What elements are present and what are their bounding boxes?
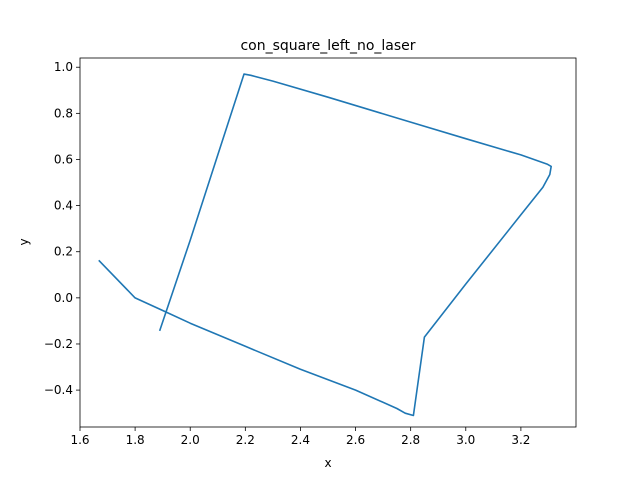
y-axis-label: y bbox=[17, 238, 31, 245]
x-tick-label: 2.8 bbox=[401, 433, 420, 447]
x-tick-label: 3.2 bbox=[511, 433, 530, 447]
x-tick-label: 2.6 bbox=[346, 433, 365, 447]
x-tick-label: 2.2 bbox=[236, 433, 255, 447]
series-line-0 bbox=[98, 73, 553, 417]
y-tick-label: −0.4 bbox=[44, 383, 73, 397]
chart-title: con_square_left_no_laser bbox=[240, 38, 415, 54]
y-tick-label: 0.6 bbox=[54, 152, 73, 166]
x-tick-label: 2.0 bbox=[181, 433, 200, 447]
x-tick-label: 3.0 bbox=[456, 433, 475, 447]
plot-area bbox=[98, 73, 553, 417]
y-tick-label: 0.4 bbox=[54, 199, 73, 213]
y-tick-label: −0.2 bbox=[44, 337, 73, 351]
axes-frame bbox=[79, 57, 577, 428]
x-axis-label: x bbox=[324, 456, 331, 470]
y-tick-label: 0.8 bbox=[54, 106, 73, 120]
x-tick-label: 1.6 bbox=[70, 433, 89, 447]
y-axis-ticks: −0.4 −0.2 0.0 0.2 0.4 0.6 0.8 1.0 bbox=[44, 60, 80, 397]
x-tick-label: 2.4 bbox=[291, 433, 310, 447]
y-tick-label: 0.0 bbox=[54, 291, 73, 305]
y-tick-label: 0.2 bbox=[54, 245, 73, 259]
x-tick-label: 1.8 bbox=[126, 433, 145, 447]
y-tick-label: 1.0 bbox=[54, 60, 73, 74]
x-axis-ticks: 1.6 1.8 2.0 2.2 2.4 2.6 2.8 3.0 3.2 bbox=[70, 427, 530, 447]
